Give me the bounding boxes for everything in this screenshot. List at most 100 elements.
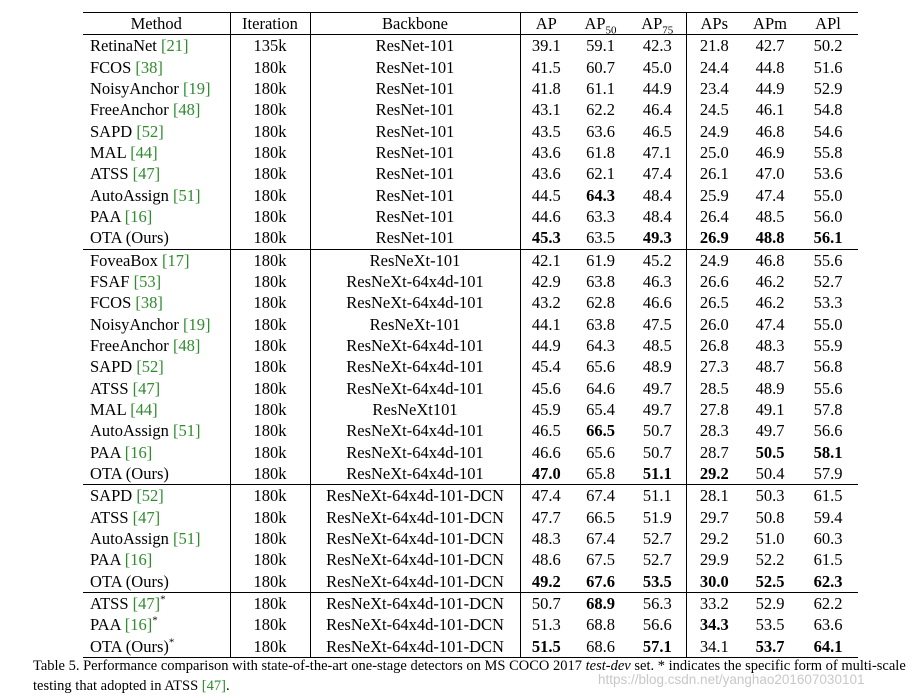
cell-backbone: ResNet-101 (310, 56, 521, 78)
cell-apm: 48.8 (755, 228, 785, 248)
citation-link[interactable]: [21] (161, 36, 189, 56)
cell-iteration: 180k (230, 420, 311, 442)
citation-link[interactable]: [16] (124, 550, 153, 570)
cell-apm: 44.8 (755, 57, 785, 77)
cell-aps: 21.8 (699, 36, 729, 56)
cell-aps: 28.5 (699, 378, 729, 398)
method-name: FCOS (90, 57, 136, 77)
cell-ap: 50.7 (531, 594, 561, 614)
citation-link[interactable]: [44] (130, 143, 158, 163)
cell-iteration: 180k (230, 141, 311, 164)
cell-apl: 54.6 (813, 121, 843, 141)
citation-link[interactable]: [47] (132, 378, 161, 398)
cell-method: SAPD [52] (83, 484, 231, 507)
citation-link[interactable]: [16] (124, 442, 153, 462)
citation-link[interactable]: [53] (133, 272, 162, 292)
cell-aps: 26.1 (699, 164, 729, 184)
citation-link[interactable]: [52] (136, 121, 164, 141)
cell-ap50: 68.6 (586, 636, 615, 656)
cell-apl: 62.2 (813, 594, 843, 614)
cell-ap: 48.6 (531, 550, 561, 570)
citation-link[interactable]: [38] (135, 293, 163, 313)
citation-link[interactable]: [52] (136, 357, 164, 377)
citation-link[interactable]: [51] (172, 529, 201, 549)
cell-ap75: 48.9 (629, 356, 687, 378)
table-row: FoveaBox [17] 180k ResNeXt-101 42.1 61.9 45.2… (83, 249, 858, 271)
cell-ap50: 62.2 (586, 100, 615, 120)
cell-method: ATSS [47]* (83, 592, 231, 615)
caption-ref-link[interactable]: [47] (201, 678, 226, 694)
table-row: PAA [16] 180k ResNet-101 44.6 63.3 48.4 26.4 48… (83, 205, 858, 228)
cell-ap: 51.3 (531, 615, 561, 635)
cell-ap50: 62.1 (586, 164, 615, 184)
cell-iteration: 180k (230, 270, 311, 293)
cell-apm: 46.1 (755, 100, 785, 120)
col-header-iteration: Iteration (230, 12, 311, 35)
cell-backbone: ResNet-101 (310, 227, 521, 250)
cell-backbone: ResNeXt-64x4d-101 (310, 292, 521, 314)
cell-ap: 43.6 (531, 143, 561, 163)
table-caption: Table 5. Performance comparison with sta… (33, 658, 906, 694)
cell-ap: 49.2 (531, 571, 561, 591)
cell-iteration: 180k (230, 527, 311, 550)
citation-link[interactable]: [48] (172, 100, 201, 120)
cell-method: PAA [16] (83, 441, 231, 463)
cell-aps: 26.8 (699, 336, 729, 356)
table-row: NoisyAnchor [19] 180k ResNeXt-101 44.1 63.8 4… (83, 313, 858, 335)
cell-ap50: 59.1 (586, 36, 615, 56)
cell-method: SAPD [52] (83, 120, 231, 142)
citation-link[interactable]: [51] (172, 185, 201, 205)
cell-apl: 55.0 (813, 185, 843, 205)
cell-ap: 43.6 (531, 164, 561, 184)
cell-ap50: 65.6 (586, 357, 615, 377)
cell-aps: 24.5 (699, 100, 729, 120)
citation-link[interactable]: [19] (183, 314, 211, 334)
cell-ap: 44.1 (531, 314, 561, 334)
cell-iteration: 180k (230, 249, 311, 271)
citation-link[interactable]: [17] (161, 250, 190, 270)
cell-ap50: 66.5 (586, 507, 615, 527)
cell-iteration: 180k (230, 356, 311, 378)
table-row: SAPD [52] 180k ResNeXt-64x4d-101-DCN 47.4 67… (83, 484, 858, 507)
citation-link[interactable]: [51] (172, 421, 201, 441)
citation-link[interactable]: [48] (172, 336, 201, 356)
citation-link[interactable]: [47] (132, 594, 161, 614)
cell-apl: 57.9 (813, 464, 843, 484)
cell-ap: 47.0 (531, 464, 561, 484)
citation-link[interactable]: [38] (135, 57, 163, 77)
citation-link[interactable]: [47] (132, 164, 161, 184)
cell-apl: 56.1 (813, 228, 843, 248)
citation-link[interactable]: [19] (183, 79, 211, 99)
citation-link[interactable]: [16] (124, 207, 153, 227)
multiscale-marker: * (168, 636, 175, 649)
table-row: OTA (Ours) 180k ResNet-101 45.3 63.5 49.3 26.9… (83, 227, 858, 250)
citation-link[interactable]: [47] (132, 507, 161, 527)
cell-backbone: ResNeXt-64x4d-101-DCN (310, 570, 521, 593)
cell-ap: 44.9 (531, 336, 561, 356)
cell-backbone: ResNeXt-64x4d-101 (310, 377, 521, 399)
cell-iteration: 180k (230, 592, 311, 615)
citation-link[interactable]: [44] (130, 400, 158, 420)
header-row: Method Iteration Backbone AP AP50 AP75 A… (83, 12, 858, 36)
cell-method: MAL [44] (83, 398, 231, 421)
results-table: Method Iteration Backbone AP AP50 AP75 A… (83, 12, 858, 658)
cell-apm: 50.5 (755, 442, 785, 462)
cell-ap50: 66.5 (586, 421, 615, 441)
citation-link[interactable]: [52] (136, 486, 164, 506)
cell-aps: 24.4 (699, 57, 729, 77)
cell-ap50: 68.8 (586, 615, 615, 635)
cell-ap75: 51.9 (629, 506, 687, 528)
cell-apm: 53.7 (755, 636, 785, 656)
cell-backbone: ResNet-101 (310, 163, 521, 185)
cell-aps: 28.3 (699, 421, 729, 441)
cell-apl: 52.7 (813, 272, 843, 292)
cell-ap75: 44.9 (629, 77, 687, 100)
method-name: SAPD (90, 486, 137, 506)
cell-aps: 23.4 (699, 79, 729, 99)
cell-apm: 52.5 (755, 571, 785, 591)
citation-link[interactable]: [16] (124, 615, 153, 635)
method-name: ATSS (90, 164, 133, 184)
cell-ap: 42.9 (531, 272, 561, 292)
cell-apm: 42.7 (755, 36, 785, 56)
multiscale-marker: * (152, 614, 158, 627)
